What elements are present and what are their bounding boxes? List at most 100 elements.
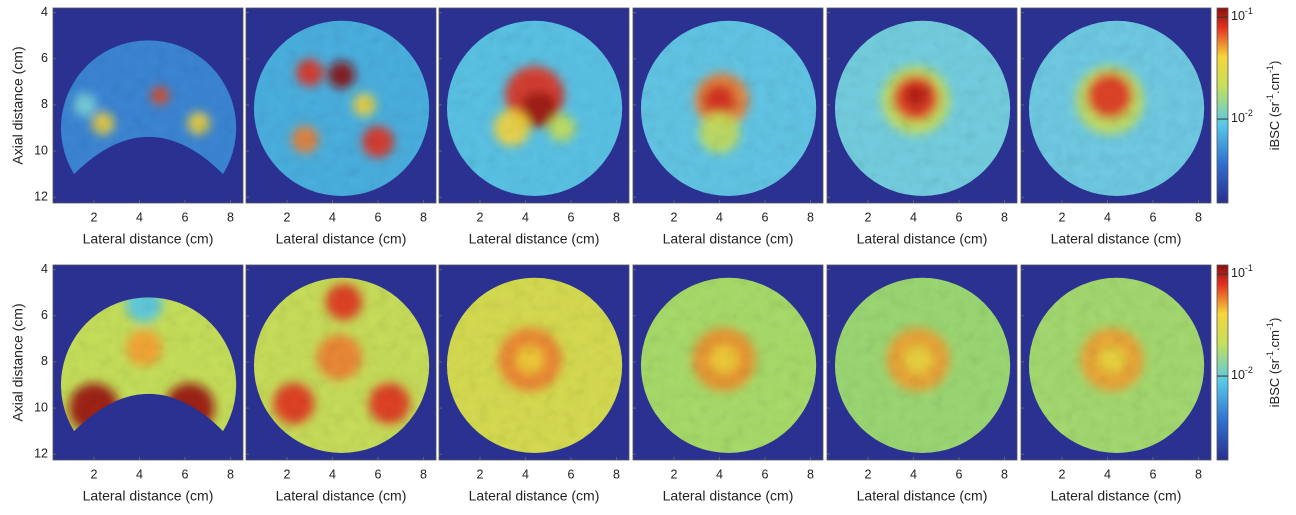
y-tick-label: 6 [41,51,48,65]
disc [640,20,817,196]
y-tick-label: 8 [41,97,48,111]
colorbar-label: iBSC (sr-1.cm-1) [1265,318,1282,408]
y-tick-label: 4 [41,262,48,276]
x-axis-label: Lateral distance (cm) [276,488,407,504]
x-tick-label: 8 [1001,210,1008,224]
x-tick-label: 4 [136,210,143,224]
x-tick-label: 8 [1195,210,1202,224]
tick-base: 10 [1231,266,1245,280]
y-axis-label: Axial distance (cm) [10,303,26,421]
tick-base: 10 [1231,111,1245,125]
x-tick-label: 8 [613,467,620,481]
y-tick-label: 4 [41,5,48,19]
x-tick-label: 6 [374,467,381,481]
y-tick-label: 12 [34,190,48,204]
x-tick-label: 2 [864,467,871,481]
tick-base: 10 [1231,9,1245,23]
panel: 2 4 6 8 Lateral distance (cm) [1020,264,1212,504]
x-axis-label: Lateral distance (cm) [83,231,214,247]
x-tick-label: 6 [955,210,962,224]
image [53,8,243,203]
texture [1028,20,1205,196]
label-exponent: -1 [1265,322,1275,330]
x-axis-label: Lateral distance (cm) [1051,231,1182,247]
label-exponent: -1 [1265,94,1275,102]
label-text: ) [1267,318,1282,322]
x-tick-label: 4 [329,467,336,481]
disc [834,20,1011,196]
image [439,265,629,460]
panel: 2 4 6 8 Lateral distance (cm) [632,7,824,247]
x-tick-label: 4 [1104,467,1111,481]
axes-box [245,264,437,461]
x-tick-label: 4 [522,210,529,224]
disc [1028,20,1205,196]
y-tick-label: 8 [41,354,48,368]
image [633,8,823,203]
axes-box [438,7,630,204]
y-tick-label: 12 [34,447,48,461]
image [827,265,1017,460]
image [246,265,436,460]
image [633,265,823,460]
label-text: .cm [1267,330,1282,351]
label-text: iBSC (sr [1267,101,1282,150]
x-tick-label: 6 [1149,467,1156,481]
x-tick-label: 2 [670,467,677,481]
x-tick-label: 2 [283,210,290,224]
image [53,265,243,460]
disc [834,277,1011,453]
texture [834,277,1011,453]
x-tick-label: 6 [761,467,768,481]
x-tick-label: 8 [807,210,814,224]
x-tick-label: 2 [476,210,483,224]
axes-box [826,264,1018,461]
x-tick-label: 8 [420,467,427,481]
colorbar [1216,7,1229,204]
x-axis-label: Lateral distance (cm) [469,231,600,247]
panel: 2 4 6 8 Lateral distance (cm) [632,264,824,504]
panel: 2 4 6 8 Lateral distance (cm) [245,264,437,504]
colorbar-tick-label: 10-2 [1231,365,1253,382]
disc [1028,277,1205,453]
tick-base: 10 [1231,368,1245,382]
texture [446,277,623,453]
x-tick-label: 6 [181,210,188,224]
x-tick-label: 6 [567,210,574,224]
panel: 2 4 6 8 Lateral distance (cm) [245,7,437,247]
axes-box [245,7,437,204]
label-exponent: -1 [1265,65,1275,73]
panel: 2 4 6 8 Lateral distance (cm) [438,7,630,247]
axes-box [1020,264,1212,461]
x-axis-label: Lateral distance (cm) [663,488,794,504]
x-tick-label: 4 [1104,210,1111,224]
axes-box [52,7,244,204]
colorbar-label: iBSC (sr-1.cm-1) [1265,61,1282,151]
x-axis-label: Lateral distance (cm) [663,231,794,247]
texture [640,277,817,453]
image [439,8,629,203]
x-tick-label: 2 [670,210,677,224]
x-tick-label: 6 [955,467,962,481]
label-exponent: -1 [1265,351,1275,359]
tick-exponent: -1 [1245,264,1253,274]
tick-exponent: -1 [1245,7,1253,17]
y-axis-label: Axial distance (cm) [10,46,26,164]
x-axis-label: Lateral distance (cm) [857,488,988,504]
x-tick-label: 2 [1058,467,1065,481]
x-tick-label: 8 [227,467,234,481]
x-tick-label: 4 [910,210,917,224]
axes-box [632,7,824,204]
x-axis-label: Lateral distance (cm) [469,488,600,504]
texture [446,20,623,196]
image [246,8,436,203]
x-tick-label: 2 [90,210,97,224]
label-text: ) [1267,61,1282,65]
image [1021,8,1211,203]
x-tick-label: 2 [90,467,97,481]
texture [834,20,1011,196]
axes-box [826,7,1018,204]
texture [640,20,817,196]
colorbar-tick-label: 10-2 [1231,108,1253,125]
